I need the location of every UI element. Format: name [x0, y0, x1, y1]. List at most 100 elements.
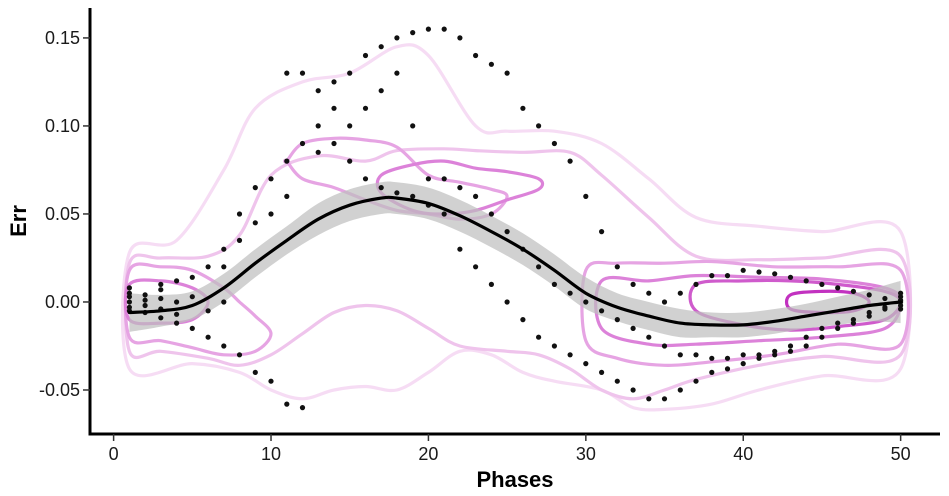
data-point [378, 185, 384, 191]
data-point [158, 287, 164, 293]
data-point [835, 320, 841, 326]
data-point [174, 311, 180, 317]
data-point [441, 26, 447, 32]
data-point [142, 297, 148, 303]
data-point [174, 320, 180, 326]
y-tick-label: -0.05 [39, 380, 80, 400]
data-point [693, 281, 699, 287]
data-point [268, 211, 274, 217]
smooth-line-path [127, 195, 903, 327]
y-tick-label: 0.10 [45, 116, 80, 136]
data-point [126, 294, 132, 300]
data-point [787, 348, 794, 354]
data-point [205, 308, 211, 314]
data-point [252, 369, 258, 375]
data-point [850, 320, 857, 326]
data-point [504, 299, 510, 305]
data-point [787, 274, 794, 280]
data-point [362, 52, 369, 59]
data-point [756, 269, 762, 275]
data-point [410, 29, 416, 36]
data-point [347, 70, 353, 76]
data-point [646, 334, 652, 340]
data-point [252, 185, 258, 191]
data-point [394, 35, 400, 41]
data-point [347, 123, 353, 129]
data-point [583, 361, 589, 367]
data-point [567, 290, 573, 296]
x-tick-label: 30 [576, 444, 596, 464]
scatter-points [126, 26, 904, 411]
data-point [898, 290, 904, 296]
data-point [488, 211, 494, 217]
data-point [410, 123, 416, 129]
data-point [425, 176, 431, 182]
confidence-band [129, 181, 901, 338]
data-point [142, 302, 148, 309]
data-point [252, 220, 258, 226]
density-contour-level-2 [123, 147, 913, 401]
data-point [599, 229, 605, 235]
data-point [331, 79, 337, 85]
data-point [331, 140, 337, 147]
data-point [850, 288, 857, 294]
data-point [205, 334, 211, 340]
y-tick-label: 0.05 [45, 204, 80, 224]
data-point [693, 378, 699, 384]
data-point [866, 313, 872, 319]
data-point [709, 369, 715, 375]
data-point [756, 355, 762, 361]
x-tick-label: 50 [891, 444, 911, 464]
density-contour-level-3 [283, 136, 509, 221]
data-point [724, 366, 731, 372]
smooth-line [127, 195, 903, 327]
data-point [709, 273, 715, 279]
data-point [205, 264, 211, 270]
data-point [299, 70, 306, 76]
data-point [803, 278, 809, 284]
data-point [803, 334, 809, 340]
data-point [599, 308, 605, 314]
data-point [614, 264, 620, 270]
data-point [457, 185, 463, 191]
x-tick-label: 20 [418, 444, 438, 464]
data-point [331, 105, 337, 111]
data-point [174, 278, 180, 284]
data-point [126, 299, 132, 305]
data-point [724, 355, 731, 361]
data-point [284, 193, 290, 199]
x-tick-label: 40 [733, 444, 753, 464]
data-point [299, 405, 306, 411]
data-point [661, 299, 668, 305]
data-point [174, 299, 180, 305]
data-point [866, 309, 872, 316]
data-point [882, 295, 888, 302]
data-point [567, 352, 573, 358]
data-point [819, 334, 825, 340]
data-point [142, 292, 148, 298]
density-contour-level-3 [123, 262, 273, 357]
data-point [536, 334, 542, 340]
y-tick-label: 0.15 [45, 28, 80, 48]
data-point [221, 343, 227, 349]
data-point [504, 229, 510, 235]
data-point [158, 315, 164, 321]
data-point [866, 292, 872, 298]
data-point [772, 352, 778, 358]
data-point [740, 267, 746, 273]
data-point [189, 325, 195, 331]
data-point [347, 158, 353, 164]
data-point [677, 290, 683, 296]
data-point [394, 70, 400, 76]
data-point [221, 264, 227, 270]
data-point [158, 295, 164, 302]
data-point [284, 158, 290, 164]
data-point [315, 88, 321, 94]
data-point [630, 387, 636, 393]
data-point [819, 281, 825, 287]
data-point [583, 299, 589, 305]
data-point [441, 211, 447, 217]
data-point [614, 378, 620, 384]
x-ticks: 0 10 20 30 40 50 [109, 434, 911, 464]
